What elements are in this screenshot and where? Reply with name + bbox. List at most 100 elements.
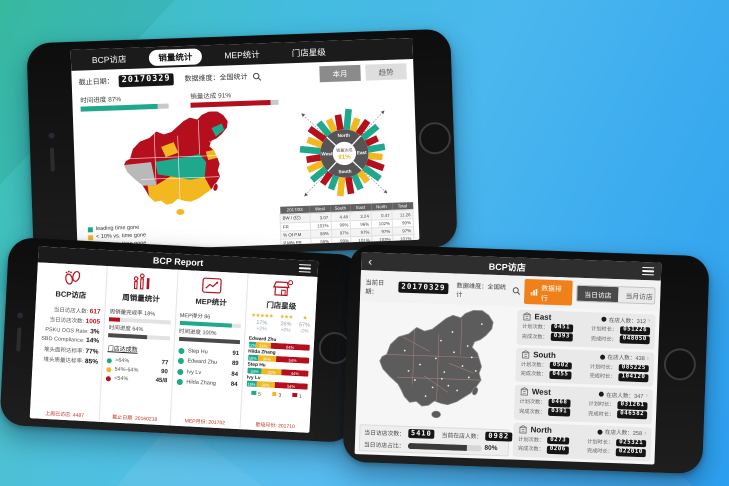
- stat-row: 堆头面积达标率: 77%: [37, 344, 99, 355]
- svg-text:East: East: [357, 150, 367, 155]
- bar-segment: 44%: [281, 369, 309, 377]
- region-card-south[interactable]: South 在店人数：438 › 计划次数： 0502 计划时长： 085225 完成次数： 0…: [515, 347, 655, 387]
- search-icon[interactable]: [252, 72, 262, 81]
- stat-value: 14%: [85, 337, 100, 345]
- toggle-当月访店[interactable]: 当月访店: [618, 287, 656, 304]
- phone-bottom-right-screen: ‹ BCP访店 当前日期： 20170329 数据维度：全国统计: [354, 252, 662, 465]
- legend-swatch: [88, 234, 94, 240]
- bar-segment: 32%: [261, 368, 282, 376]
- trend-button[interactable]: 趋势: [365, 63, 407, 81]
- region-instore: 在店人数：258 ›: [597, 428, 647, 438]
- table-cell: 98%: [310, 237, 332, 247]
- counter-value: 025321: [616, 438, 647, 448]
- card-footer: 上周已访店: 4487: [44, 410, 85, 420]
- card-title: BCP访店: [55, 289, 87, 300]
- building-icon: [519, 424, 527, 434]
- camera-icon: [16, 311, 24, 319]
- sales-progress: 销量达成 91%: [190, 88, 279, 108]
- region-card-header: South 在店人数：438 ›: [521, 349, 649, 362]
- card-footer: 截止日期: 20160218: [112, 414, 158, 423]
- region-card-east[interactable]: East 在店人数：312 › 计划次数： 0451 计划时长： 051226 完成次数： 03…: [516, 309, 656, 349]
- store-count: 90: [160, 369, 168, 376]
- counter-value: 031261: [617, 401, 648, 411]
- stars-icon: ★★★: [279, 314, 294, 321]
- store-count: 45/8: [155, 377, 168, 385]
- camera-icon: [48, 132, 55, 139]
- rating-legend: 5 3 1: [246, 390, 308, 400]
- svg-text:销量达成: 销量达成: [336, 146, 353, 153]
- counter-label: 完成时长：: [590, 335, 617, 343]
- person-name: Edward Zhu: [187, 358, 218, 366]
- region-card-north[interactable]: North 在店人数：258 › 计划次数： 0273 计划时长： 025321 完成次数： 0…: [512, 422, 652, 462]
- counter-value: 0273: [546, 436, 570, 445]
- region-name: East: [534, 312, 552, 322]
- person-row: Hilda Zhang 84: [176, 378, 238, 388]
- counter-label: 完成次数：: [519, 408, 546, 416]
- counter-value: 0502: [549, 361, 572, 370]
- svg-text:91%: 91%: [338, 154, 351, 161]
- tab-BCP访店[interactable]: BCP访店: [91, 53, 127, 65]
- counter-label: 完成时长：: [588, 410, 615, 418]
- search-icon[interactable]: [512, 286, 521, 295]
- chevron-right-icon: ›: [645, 392, 648, 400]
- tab-销量统计[interactable]: 销量统计: [149, 47, 202, 66]
- counter-value: 104120: [618, 373, 649, 382]
- home-button[interactable]: [418, 121, 452, 155]
- table-cell: 103%: [372, 235, 394, 245]
- counter-value: 0455: [549, 370, 572, 380]
- store-icon: [251, 277, 313, 302]
- chevron-right-icon: ›: [647, 317, 651, 325]
- person-name: Ivy Lv: [186, 368, 202, 376]
- tab-门店星级[interactable]: 门店星级: [291, 46, 326, 58]
- visit-period-toggle: 当日访店 当月访店: [576, 284, 656, 305]
- chevron-right-icon: ›: [644, 429, 647, 437]
- dimension-label: 数据维度：全国统计: [456, 282, 507, 299]
- counter-label: 计划次数：: [520, 361, 547, 369]
- speaker-icon: [49, 147, 55, 172]
- legend-label: leading time gone: [95, 224, 140, 233]
- stars-icon: ★★★★★: [250, 312, 274, 320]
- counter-label: 完成时长：: [586, 448, 613, 456]
- counter-label: 完成次数：: [521, 333, 548, 341]
- counter-label: 计划次数：: [522, 324, 549, 332]
- this-month-button[interactable]: 本月: [319, 64, 361, 83]
- instore-dot: [601, 316, 607, 322]
- phone-top: BCP访店 销量统计 MEP统计 门店星级 截止日期： 20170329 数据维度：全…: [26, 28, 458, 262]
- star-change: -2%: [299, 328, 309, 335]
- footprints-icon: [41, 266, 103, 291]
- region-card-west[interactable]: West 在店人数：347 › 计划次数： 0468 计划时长： 031261 完成次数： 03…: [513, 384, 654, 424]
- bar-segment: 24%: [255, 341, 271, 349]
- stat-row: SBD Compliance: 14%: [38, 335, 100, 345]
- region-card-header: North 在店人数：258 ›: [518, 424, 647, 438]
- building-icon: [523, 312, 531, 321]
- stat-label: 堆头质量达标率:: [43, 356, 86, 365]
- menu-icon[interactable]: [641, 266, 655, 276]
- phone-bottom-left-screen: BCP Report BCP访店 当日访店人数: 617 当日访店次数: 1005…: [29, 246, 319, 433]
- stat-label: 当日访店人数:: [53, 306, 90, 315]
- table-cell: 99%: [331, 236, 352, 246]
- status-dot: [106, 357, 113, 363]
- legend-swatch: [292, 392, 298, 398]
- region-instore: 在店人数：312 ›: [601, 315, 651, 325]
- counter-value: 048050: [619, 335, 650, 345]
- counter-value: 022010: [615, 448, 646, 457]
- instore-label: 在店人数：347: [606, 392, 644, 400]
- stacked-bar-row: Ivy Lv 16% 30% 54%: [246, 375, 308, 390]
- home-button[interactable]: [663, 347, 697, 381]
- tab-MEP统计[interactable]: MEP统计: [224, 48, 260, 61]
- data-rank-button[interactable]: 数据排行: [524, 278, 573, 306]
- bar-segment: 16%: [246, 380, 257, 387]
- star-change: +0%: [280, 327, 291, 334]
- card-title: 周销量统计: [122, 292, 160, 304]
- region-name: South: [533, 349, 556, 360]
- star-group: ★ 57% -2%: [298, 315, 310, 335]
- card-mep-stats: MEP统计 MEP得分 86 时间进度 100% Step Hu 91 Edward …: [170, 269, 249, 430]
- region-instore: 在店人数：438 ›: [600, 353, 649, 363]
- phone-right-bezel: [412, 29, 458, 248]
- legend-swatch: [251, 390, 257, 396]
- card-footer: MEP月份: 201702: [184, 418, 226, 427]
- toggle-当日访店[interactable]: 当日访店: [577, 285, 619, 303]
- date-display: 20170329: [398, 281, 449, 294]
- menu-icon[interactable]: [298, 263, 312, 274]
- instore-label: 在店人数：312: [608, 317, 647, 325]
